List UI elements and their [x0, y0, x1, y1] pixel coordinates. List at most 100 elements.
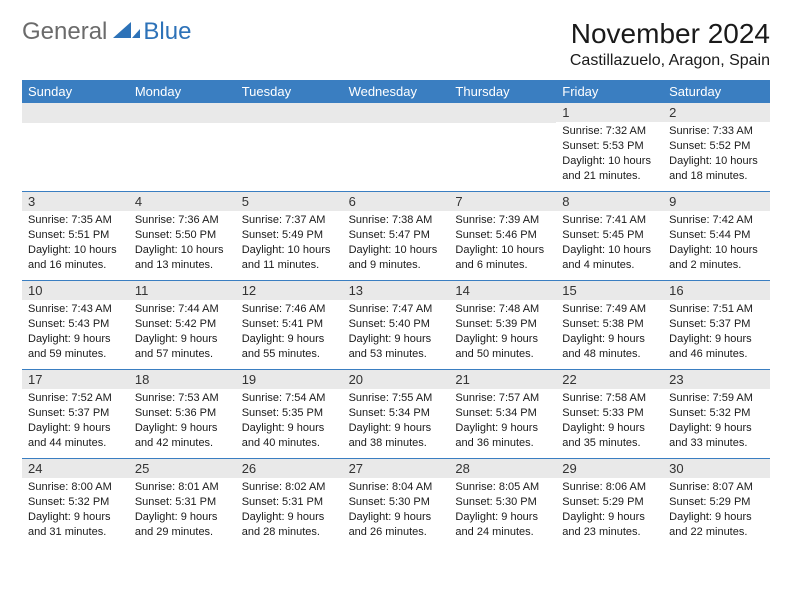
day-number: 16 [663, 281, 770, 300]
day-cell: 15Sunrise: 7:49 AMSunset: 5:38 PMDayligh… [556, 281, 663, 369]
day-detail: Sunrise: 7:46 AMSunset: 5:41 PMDaylight:… [236, 300, 343, 365]
sunset-text: Sunset: 5:33 PM [562, 406, 657, 421]
day-detail: Sunrise: 7:44 AMSunset: 5:42 PMDaylight:… [129, 300, 236, 365]
sunrise-text: Sunrise: 8:00 AM [28, 480, 123, 495]
day-detail: Sunrise: 8:00 AMSunset: 5:32 PMDaylight:… [22, 478, 129, 543]
sunrise-text: Sunrise: 8:07 AM [669, 480, 764, 495]
sunrise-text: Sunrise: 7:35 AM [28, 213, 123, 228]
day-number: 29 [556, 459, 663, 478]
daylight-text: Daylight: 10 hours and 11 minutes. [242, 243, 337, 273]
sunrise-text: Sunrise: 7:38 AM [349, 213, 444, 228]
sunset-text: Sunset: 5:47 PM [349, 228, 444, 243]
day-cell: 29Sunrise: 8:06 AMSunset: 5:29 PMDayligh… [556, 459, 663, 547]
day-cell: 2Sunrise: 7:33 AMSunset: 5:52 PMDaylight… [663, 103, 770, 191]
daylight-text: Daylight: 9 hours and 50 minutes. [455, 332, 550, 362]
sunset-text: Sunset: 5:34 PM [455, 406, 550, 421]
daylight-text: Daylight: 9 hours and 46 minutes. [669, 332, 764, 362]
day-detail: Sunrise: 7:43 AMSunset: 5:43 PMDaylight:… [22, 300, 129, 365]
day-cell: 18Sunrise: 7:53 AMSunset: 5:36 PMDayligh… [129, 370, 236, 458]
day-number: 7 [449, 192, 556, 211]
sunset-text: Sunset: 5:35 PM [242, 406, 337, 421]
logo-text-blue: Blue [143, 18, 191, 46]
day-detail: Sunrise: 7:39 AMSunset: 5:46 PMDaylight:… [449, 211, 556, 276]
day-number: 24 [22, 459, 129, 478]
sunrise-text: Sunrise: 7:54 AM [242, 391, 337, 406]
sunrise-text: Sunrise: 7:55 AM [349, 391, 444, 406]
day-number: 9 [663, 192, 770, 211]
daylight-text: Daylight: 9 hours and 44 minutes. [28, 421, 123, 451]
day-detail: Sunrise: 7:35 AMSunset: 5:51 PMDaylight:… [22, 211, 129, 276]
daylight-text: Daylight: 9 hours and 55 minutes. [242, 332, 337, 362]
sunset-text: Sunset: 5:39 PM [455, 317, 550, 332]
daylight-text: Daylight: 9 hours and 33 minutes. [669, 421, 764, 451]
logo-triangle-icon [113, 20, 141, 40]
day-detail: Sunrise: 7:51 AMSunset: 5:37 PMDaylight:… [663, 300, 770, 365]
day-detail: Sunrise: 7:49 AMSunset: 5:38 PMDaylight:… [556, 300, 663, 365]
day-number [22, 103, 129, 123]
day-number: 26 [236, 459, 343, 478]
day-number: 3 [22, 192, 129, 211]
daylight-text: Daylight: 9 hours and 28 minutes. [242, 510, 337, 540]
sunrise-text: Sunrise: 7:43 AM [28, 302, 123, 317]
day-cell: 27Sunrise: 8:04 AMSunset: 5:30 PMDayligh… [343, 459, 450, 547]
daylight-text: Daylight: 9 hours and 48 minutes. [562, 332, 657, 362]
daylight-text: Daylight: 9 hours and 23 minutes. [562, 510, 657, 540]
day-cell [449, 103, 556, 191]
sunset-text: Sunset: 5:51 PM [28, 228, 123, 243]
sunset-text: Sunset: 5:30 PM [455, 495, 550, 510]
daylight-text: Daylight: 9 hours and 29 minutes. [135, 510, 230, 540]
day-number: 13 [343, 281, 450, 300]
day-detail: Sunrise: 8:07 AMSunset: 5:29 PMDaylight:… [663, 478, 770, 543]
sunset-text: Sunset: 5:32 PM [28, 495, 123, 510]
day-number: 1 [556, 103, 663, 122]
day-cell: 10Sunrise: 7:43 AMSunset: 5:43 PMDayligh… [22, 281, 129, 369]
header: General Blue November 2024 Castillazuelo… [22, 18, 770, 70]
day-number: 23 [663, 370, 770, 389]
sunset-text: Sunset: 5:31 PM [242, 495, 337, 510]
sunrise-text: Sunrise: 7:51 AM [669, 302, 764, 317]
sunrise-text: Sunrise: 7:46 AM [242, 302, 337, 317]
day-cell [236, 103, 343, 191]
day-detail: Sunrise: 7:59 AMSunset: 5:32 PMDaylight:… [663, 389, 770, 454]
day-cell: 26Sunrise: 8:02 AMSunset: 5:31 PMDayligh… [236, 459, 343, 547]
day-cell: 30Sunrise: 8:07 AMSunset: 5:29 PMDayligh… [663, 459, 770, 547]
sunrise-text: Sunrise: 8:01 AM [135, 480, 230, 495]
sunrise-text: Sunrise: 7:39 AM [455, 213, 550, 228]
sunset-text: Sunset: 5:45 PM [562, 228, 657, 243]
day-detail: Sunrise: 7:48 AMSunset: 5:39 PMDaylight:… [449, 300, 556, 365]
weekday-label: Sunday [22, 80, 129, 103]
weeks-container: 1Sunrise: 7:32 AMSunset: 5:53 PMDaylight… [22, 103, 770, 547]
daylight-text: Daylight: 9 hours and 53 minutes. [349, 332, 444, 362]
sunset-text: Sunset: 5:40 PM [349, 317, 444, 332]
sunrise-text: Sunrise: 8:06 AM [562, 480, 657, 495]
sunset-text: Sunset: 5:31 PM [135, 495, 230, 510]
sunset-text: Sunset: 5:37 PM [28, 406, 123, 421]
day-cell: 21Sunrise: 7:57 AMSunset: 5:34 PMDayligh… [449, 370, 556, 458]
daylight-text: Daylight: 10 hours and 6 minutes. [455, 243, 550, 273]
location-subtitle: Castillazuelo, Aragon, Spain [570, 52, 770, 70]
day-number: 20 [343, 370, 450, 389]
daylight-text: Daylight: 10 hours and 13 minutes. [135, 243, 230, 273]
sunrise-text: Sunrise: 7:41 AM [562, 213, 657, 228]
sunset-text: Sunset: 5:42 PM [135, 317, 230, 332]
daylight-text: Daylight: 9 hours and 22 minutes. [669, 510, 764, 540]
daylight-text: Daylight: 9 hours and 42 minutes. [135, 421, 230, 451]
sunset-text: Sunset: 5:43 PM [28, 317, 123, 332]
day-number [343, 103, 450, 123]
daylight-text: Daylight: 9 hours and 24 minutes. [455, 510, 550, 540]
day-cell: 12Sunrise: 7:46 AMSunset: 5:41 PMDayligh… [236, 281, 343, 369]
day-cell: 20Sunrise: 7:55 AMSunset: 5:34 PMDayligh… [343, 370, 450, 458]
week-row: 10Sunrise: 7:43 AMSunset: 5:43 PMDayligh… [22, 280, 770, 369]
day-cell: 13Sunrise: 7:47 AMSunset: 5:40 PMDayligh… [343, 281, 450, 369]
sunset-text: Sunset: 5:29 PM [669, 495, 764, 510]
day-cell: 24Sunrise: 8:00 AMSunset: 5:32 PMDayligh… [22, 459, 129, 547]
day-number: 15 [556, 281, 663, 300]
day-number: 4 [129, 192, 236, 211]
daylight-text: Daylight: 10 hours and 2 minutes. [669, 243, 764, 273]
sunrise-text: Sunrise: 7:32 AM [562, 124, 657, 139]
day-detail: Sunrise: 7:55 AMSunset: 5:34 PMDaylight:… [343, 389, 450, 454]
daylight-text: Daylight: 9 hours and 38 minutes. [349, 421, 444, 451]
weekday-label: Tuesday [236, 80, 343, 103]
sunrise-text: Sunrise: 7:37 AM [242, 213, 337, 228]
day-detail: Sunrise: 8:04 AMSunset: 5:30 PMDaylight:… [343, 478, 450, 543]
